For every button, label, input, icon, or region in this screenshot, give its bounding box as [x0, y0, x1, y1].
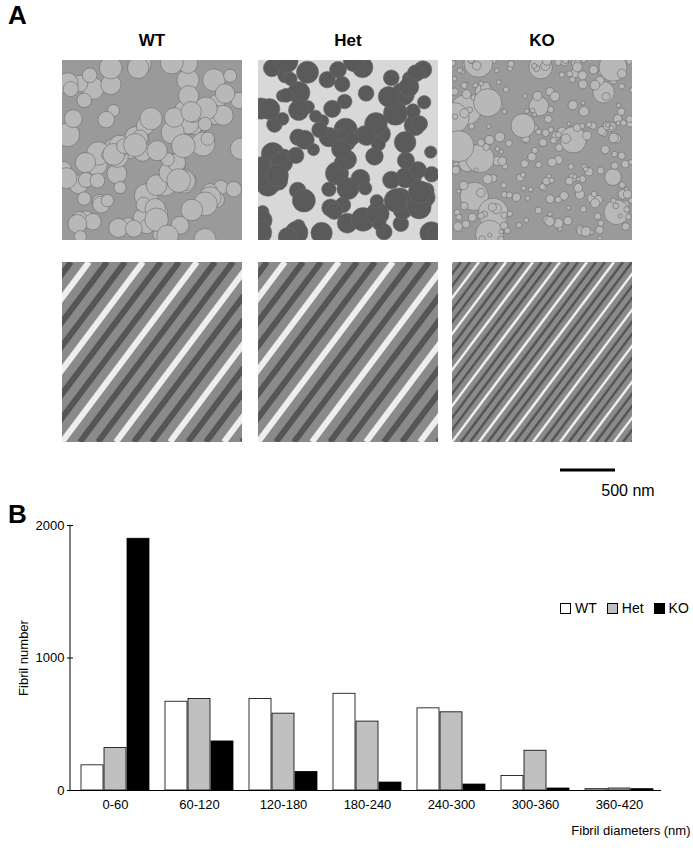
svg-text:1000: 1000: [36, 650, 65, 665]
svg-text:120-180: 120-180: [260, 797, 308, 812]
html-text:Het: Het: [621, 600, 644, 616]
svg-text:KO: KO: [529, 31, 555, 50]
svg-text:2000: 2000: [36, 518, 65, 533]
svg-text:Het: Het: [334, 31, 362, 50]
svg-text:60-120: 60-120: [179, 797, 219, 812]
svg-text:240-300: 240-300: [428, 797, 476, 812]
svg-text:A: A: [8, 0, 27, 30]
svg-text:WT: WT: [139, 31, 166, 50]
svg-text:180-240: 180-240: [344, 797, 392, 812]
html-text:KO: KO: [668, 600, 689, 616]
svg-text:Fibril diameters (nm): Fibril diameters (nm): [571, 823, 690, 838]
html-text:WT: WT: [575, 600, 597, 616]
html-text:B: B: [8, 499, 27, 529]
svg-text:Fibril number: Fibril number: [16, 619, 31, 696]
svg-text:0: 0: [57, 783, 64, 798]
svg-text:360-420: 360-420: [596, 797, 644, 812]
svg-text:0-60: 0-60: [102, 797, 128, 812]
svg-text:500 nm: 500 nm: [601, 482, 654, 499]
svg-text:300-360: 300-360: [512, 797, 560, 812]
